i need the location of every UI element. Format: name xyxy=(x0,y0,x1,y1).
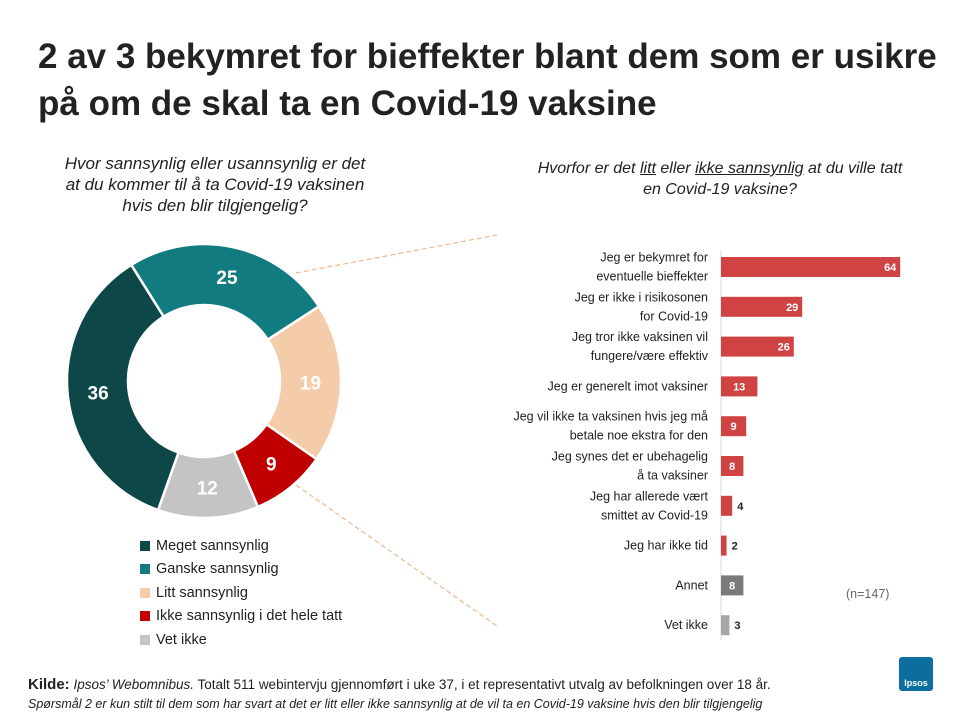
bar xyxy=(721,296,803,317)
bar-value-label: 8 xyxy=(729,580,735,592)
legend-swatch xyxy=(140,564,150,575)
legend-swatch xyxy=(140,587,150,598)
connector-line-top xyxy=(295,234,498,274)
bar-value-label: 4 xyxy=(737,501,744,513)
bar-category-label: Jeg synes det er ubehagelig xyxy=(552,450,708,464)
bar xyxy=(721,257,901,277)
legend-label: Ikke sannsynlig i det hele tatt xyxy=(156,608,343,625)
legend-label: Vet ikke xyxy=(156,631,207,648)
legend-swatch xyxy=(140,540,150,551)
bar-category-label: Jeg vil ikke ta vaksinen hvis jeg må xyxy=(513,410,708,424)
connector-lines xyxy=(295,234,498,627)
bar xyxy=(721,456,744,476)
footer-source-text: Totalt 511 webintervju gjennomført i uke… xyxy=(194,677,771,692)
bar-category-label: Jeg er generelt imot vaksiner xyxy=(548,379,709,393)
bar-value-label: 13 xyxy=(733,381,745,393)
footer-source: Kilde: Ipsos’ Webomnibus. Totalt 511 web… xyxy=(28,676,948,693)
bar-value-label: 29 xyxy=(786,302,798,314)
donut-slice xyxy=(65,263,181,512)
bar xyxy=(721,416,747,437)
legend-label: Ganske sannsynlig xyxy=(156,561,279,578)
right-question-part2: eller xyxy=(655,160,696,177)
ipsos-logo: Ipsos xyxy=(899,657,933,691)
bar-category-label: Jeg er bekymret for xyxy=(600,251,708,265)
bar-value-label: 2 xyxy=(732,541,738,553)
bar xyxy=(721,495,733,516)
bar-value-label: 8 xyxy=(729,461,735,473)
bar-category-label: fungere/være effektiv xyxy=(591,349,709,363)
legend-item: Litt sannsynlig xyxy=(140,581,342,605)
donut-slice-label: 25 xyxy=(216,268,238,289)
bar-value-label: 9 xyxy=(731,421,737,433)
page-title: 2 av 3 bekymret for bieffekter blant dem… xyxy=(38,37,937,123)
legend-item: Ganske sannsynlig xyxy=(140,558,342,582)
legend-item: Meget sannsynlig xyxy=(140,534,342,558)
legend-swatch xyxy=(140,634,150,645)
donut-legend: Meget sannsynlig Ganske sannsynlig Litt sa… xyxy=(140,534,342,652)
legend-item: Vet ikke xyxy=(140,628,342,652)
right-question-underline-1: litt xyxy=(639,160,656,177)
left-question: Hvor sannsynlig eller usannsynlig er det… xyxy=(64,154,366,215)
legend-label: Meget sannsynlig xyxy=(156,537,269,554)
right-question-underline-2: ikke sannsynlig xyxy=(695,160,804,177)
bar-category-label: Jeg har allerede vært xyxy=(590,489,709,503)
bar xyxy=(721,376,758,397)
legend-label: Litt sannsynlig xyxy=(156,584,248,601)
bar-category-label: Vet ikke xyxy=(664,618,708,632)
bar xyxy=(721,535,727,556)
bar-category-label: Jeg har ikke tid xyxy=(624,539,708,553)
right-question-part3: at du ville tatt en Covid-19 vaksine? xyxy=(643,160,903,198)
bar xyxy=(721,615,730,636)
bar-category-label: smittet av Covid-19 xyxy=(601,508,708,522)
donut-chart: 25 19 9 12 36 xyxy=(65,242,343,520)
bar-category-label: Jeg er ikke i risikosonen xyxy=(575,290,708,304)
legend-swatch xyxy=(140,611,150,622)
bar-category-label: Jeg tror ikke vaksinen vil xyxy=(572,330,708,344)
bar-category-label: Annet xyxy=(675,578,708,592)
bar xyxy=(721,336,794,357)
donut-slice-label: 36 xyxy=(88,384,109,405)
sample-size-note: (n=147) xyxy=(846,587,890,601)
bar-value-label: 26 xyxy=(778,342,790,354)
connector-line-bottom xyxy=(295,484,498,627)
legend-item: Ikke sannsynlig i det hele tatt xyxy=(140,605,342,629)
footer-kilde-label: Kilde: xyxy=(28,676,70,693)
ipsos-logo-text: Ipsos xyxy=(904,678,928,688)
bar-chart: 64 Jeg er bekymret for eventuelle bieffekt… xyxy=(513,250,901,640)
bar-category-label: for Covid-19 xyxy=(640,309,708,323)
donut-slice-label: 19 xyxy=(300,374,321,395)
donut-slice-label: 9 xyxy=(266,455,277,476)
bar-value-label: 3 xyxy=(734,620,740,632)
bar xyxy=(721,575,744,596)
right-question-part1: Hvorfor er det xyxy=(537,160,640,177)
donut-slice xyxy=(129,242,321,342)
donut-slice-label: 12 xyxy=(197,478,218,499)
footer-note: Spørsmål 2 er kun stilt til dem som har … xyxy=(28,697,763,711)
right-question: Hvorfor er det litt eller ikke sannsynli… xyxy=(530,158,910,200)
bar-category-label: å ta vaksiner xyxy=(637,469,708,483)
bar-category-label: betale noe ekstra for den xyxy=(570,429,708,443)
bar-category-label: eventuelle bieffekter xyxy=(596,270,708,284)
footer-source-name: Ipsos’ Webomnibus. xyxy=(73,677,195,692)
bar-value-label: 64 xyxy=(884,262,897,274)
